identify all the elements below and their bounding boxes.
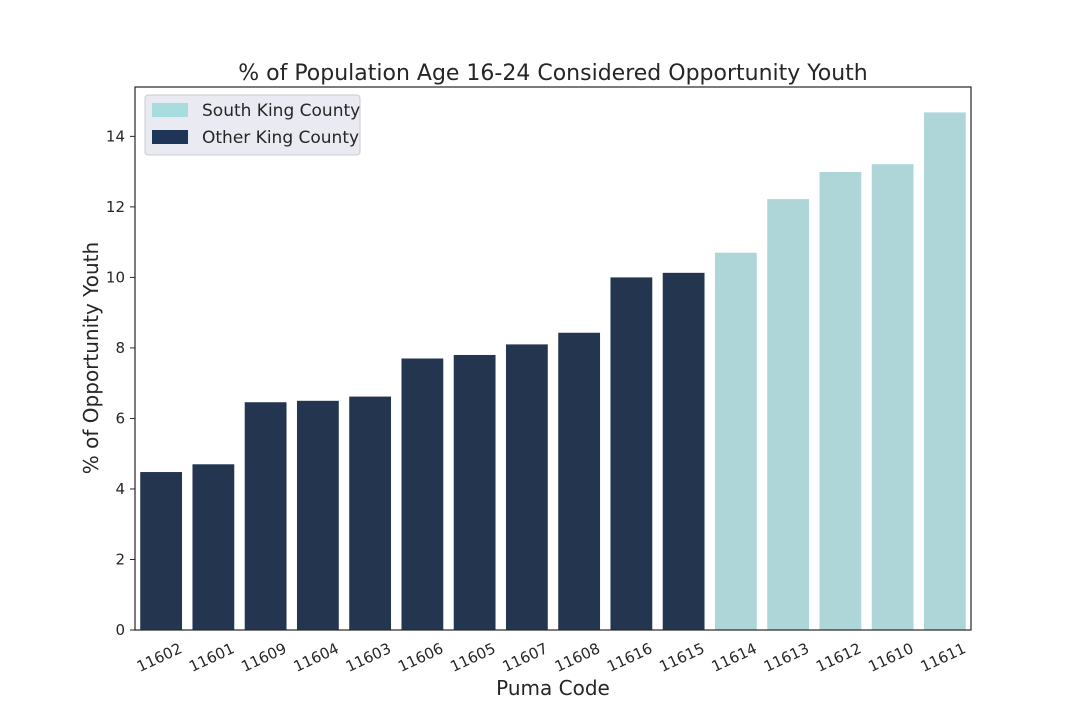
bar-11612 bbox=[819, 171, 862, 631]
x-tick-label-11602: 11602 bbox=[134, 639, 185, 675]
bar-11615 bbox=[662, 272, 705, 630]
y-tick-label: 4 bbox=[115, 480, 125, 498]
chart-title: % of Population Age 16-24 Considered Opp… bbox=[238, 61, 868, 86]
bar-11604 bbox=[296, 400, 339, 630]
y-tick-label: 14 bbox=[106, 127, 125, 145]
bar-11603 bbox=[349, 396, 392, 630]
x-axis-label: Puma Code bbox=[496, 676, 610, 700]
y-tick-label: 2 bbox=[115, 550, 125, 568]
bar-11601 bbox=[192, 464, 235, 630]
bar-11602 bbox=[140, 472, 183, 630]
y-axis-label: % of Opportunity Youth bbox=[79, 242, 103, 474]
x-axis-ticks: 11602 11601 11609 11604 11603 11606 11605 11607… bbox=[134, 639, 969, 675]
x-tick-label-11608: 11608 bbox=[552, 639, 603, 675]
x-tick-label-11610: 11610 bbox=[865, 639, 916, 675]
bar-11609 bbox=[244, 402, 287, 630]
x-tick-label-11616: 11616 bbox=[604, 639, 655, 675]
legend-label-south-king-county: South King County bbox=[202, 101, 360, 121]
x-tick-label-11606: 11606 bbox=[395, 639, 446, 675]
x-tick-label-11604: 11604 bbox=[291, 639, 342, 675]
y-tick-label: 8 bbox=[115, 339, 125, 357]
bar-11610 bbox=[871, 164, 914, 630]
legend-label-other-king-county: Other King County bbox=[202, 128, 359, 148]
plot-frame bbox=[134, 86, 972, 631]
x-tick-label-11601: 11601 bbox=[186, 639, 237, 675]
x-tick-label-11614: 11614 bbox=[709, 639, 760, 675]
legend-swatch-south-king-county bbox=[152, 103, 188, 117]
bar-11613 bbox=[767, 199, 810, 630]
x-tick-label-11607: 11607 bbox=[500, 639, 551, 675]
y-tick-label: 10 bbox=[106, 268, 125, 286]
bar-11614 bbox=[714, 252, 757, 630]
x-tick-label-11613: 11613 bbox=[761, 639, 812, 675]
y-tick-label: 6 bbox=[115, 409, 125, 427]
x-tick-label-11603: 11603 bbox=[343, 639, 394, 675]
x-tick-label-11612: 11612 bbox=[813, 639, 864, 675]
bar-11606 bbox=[401, 358, 444, 630]
bar-11608 bbox=[558, 332, 601, 630]
legend-swatch-other-king-county bbox=[152, 130, 188, 144]
y-tick-label: 12 bbox=[106, 198, 125, 216]
bar-11616 bbox=[610, 277, 653, 630]
x-tick-label-11609: 11609 bbox=[238, 639, 289, 675]
legend-box bbox=[144, 94, 361, 156]
legend: South King County Other King County bbox=[144, 94, 361, 156]
y-tick-label: 0 bbox=[115, 621, 125, 639]
x-tick-label-11611: 11611 bbox=[918, 639, 969, 675]
bar-11611 bbox=[923, 112, 966, 630]
x-tick-label-11605: 11605 bbox=[447, 639, 498, 675]
bars-group bbox=[140, 112, 966, 631]
bar-11605 bbox=[453, 354, 496, 630]
bar-11607 bbox=[505, 344, 548, 630]
y-axis-ticks: 0 2 4 6 8 10 12 14 bbox=[106, 127, 135, 639]
x-tick-label-11615: 11615 bbox=[656, 639, 707, 675]
